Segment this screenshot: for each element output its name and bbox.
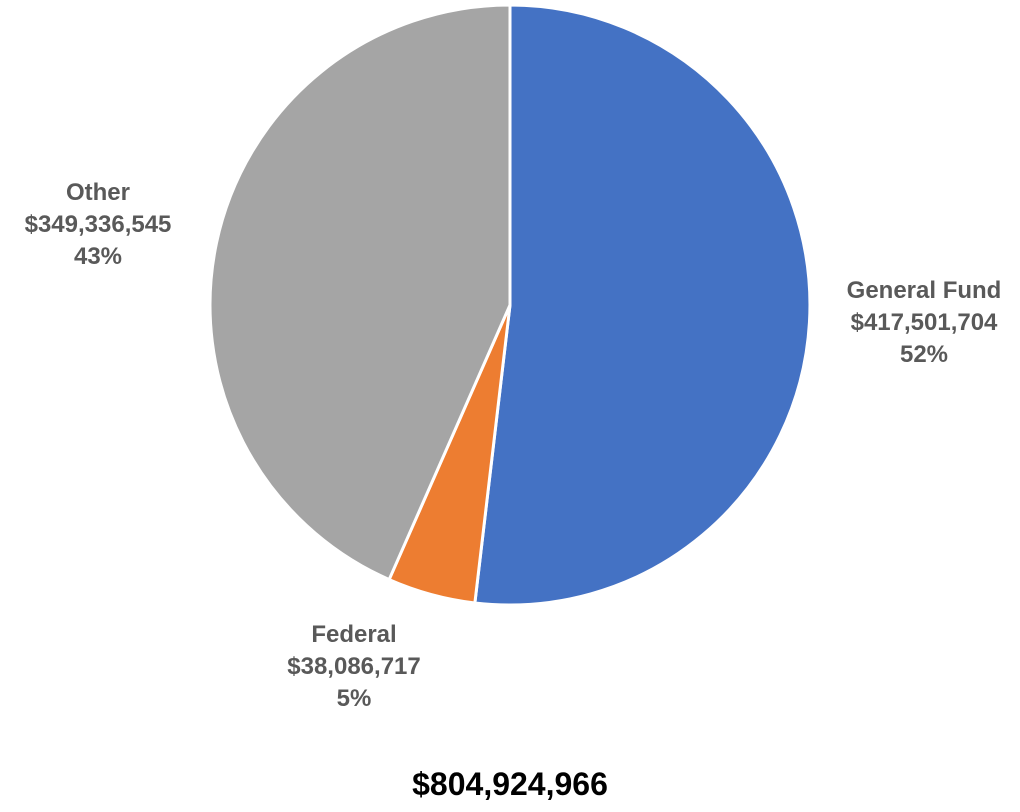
data-label-amount: $417,501,704 xyxy=(851,309,998,336)
data-label-percent: 52% xyxy=(900,341,948,368)
pie-slice-general-fund xyxy=(473,3,812,607)
slice-labels: General Fund $417,501,704 52% Federal $38,08… xyxy=(25,179,1002,712)
data-label-federal: Federal $38,086,717 5% xyxy=(287,621,420,712)
data-label-general-fund: General Fund $417,501,704 52% xyxy=(847,277,1002,368)
total-amount-label: $804,924,966 xyxy=(412,766,608,802)
pie-slice-other xyxy=(208,3,512,582)
data-label-name: Other xyxy=(66,179,130,206)
data-label-amount: $38,086,717 xyxy=(287,653,420,680)
data-label-percent: 5% xyxy=(337,685,372,712)
data-label-other: Other $349,336,545 43% xyxy=(25,179,172,270)
data-label-name: General Fund xyxy=(847,277,1002,304)
data-label-name: Federal xyxy=(311,621,396,648)
data-label-amount: $349,336,545 xyxy=(25,211,172,238)
pie-slices xyxy=(208,3,812,607)
data-label-percent: 43% xyxy=(74,243,122,270)
